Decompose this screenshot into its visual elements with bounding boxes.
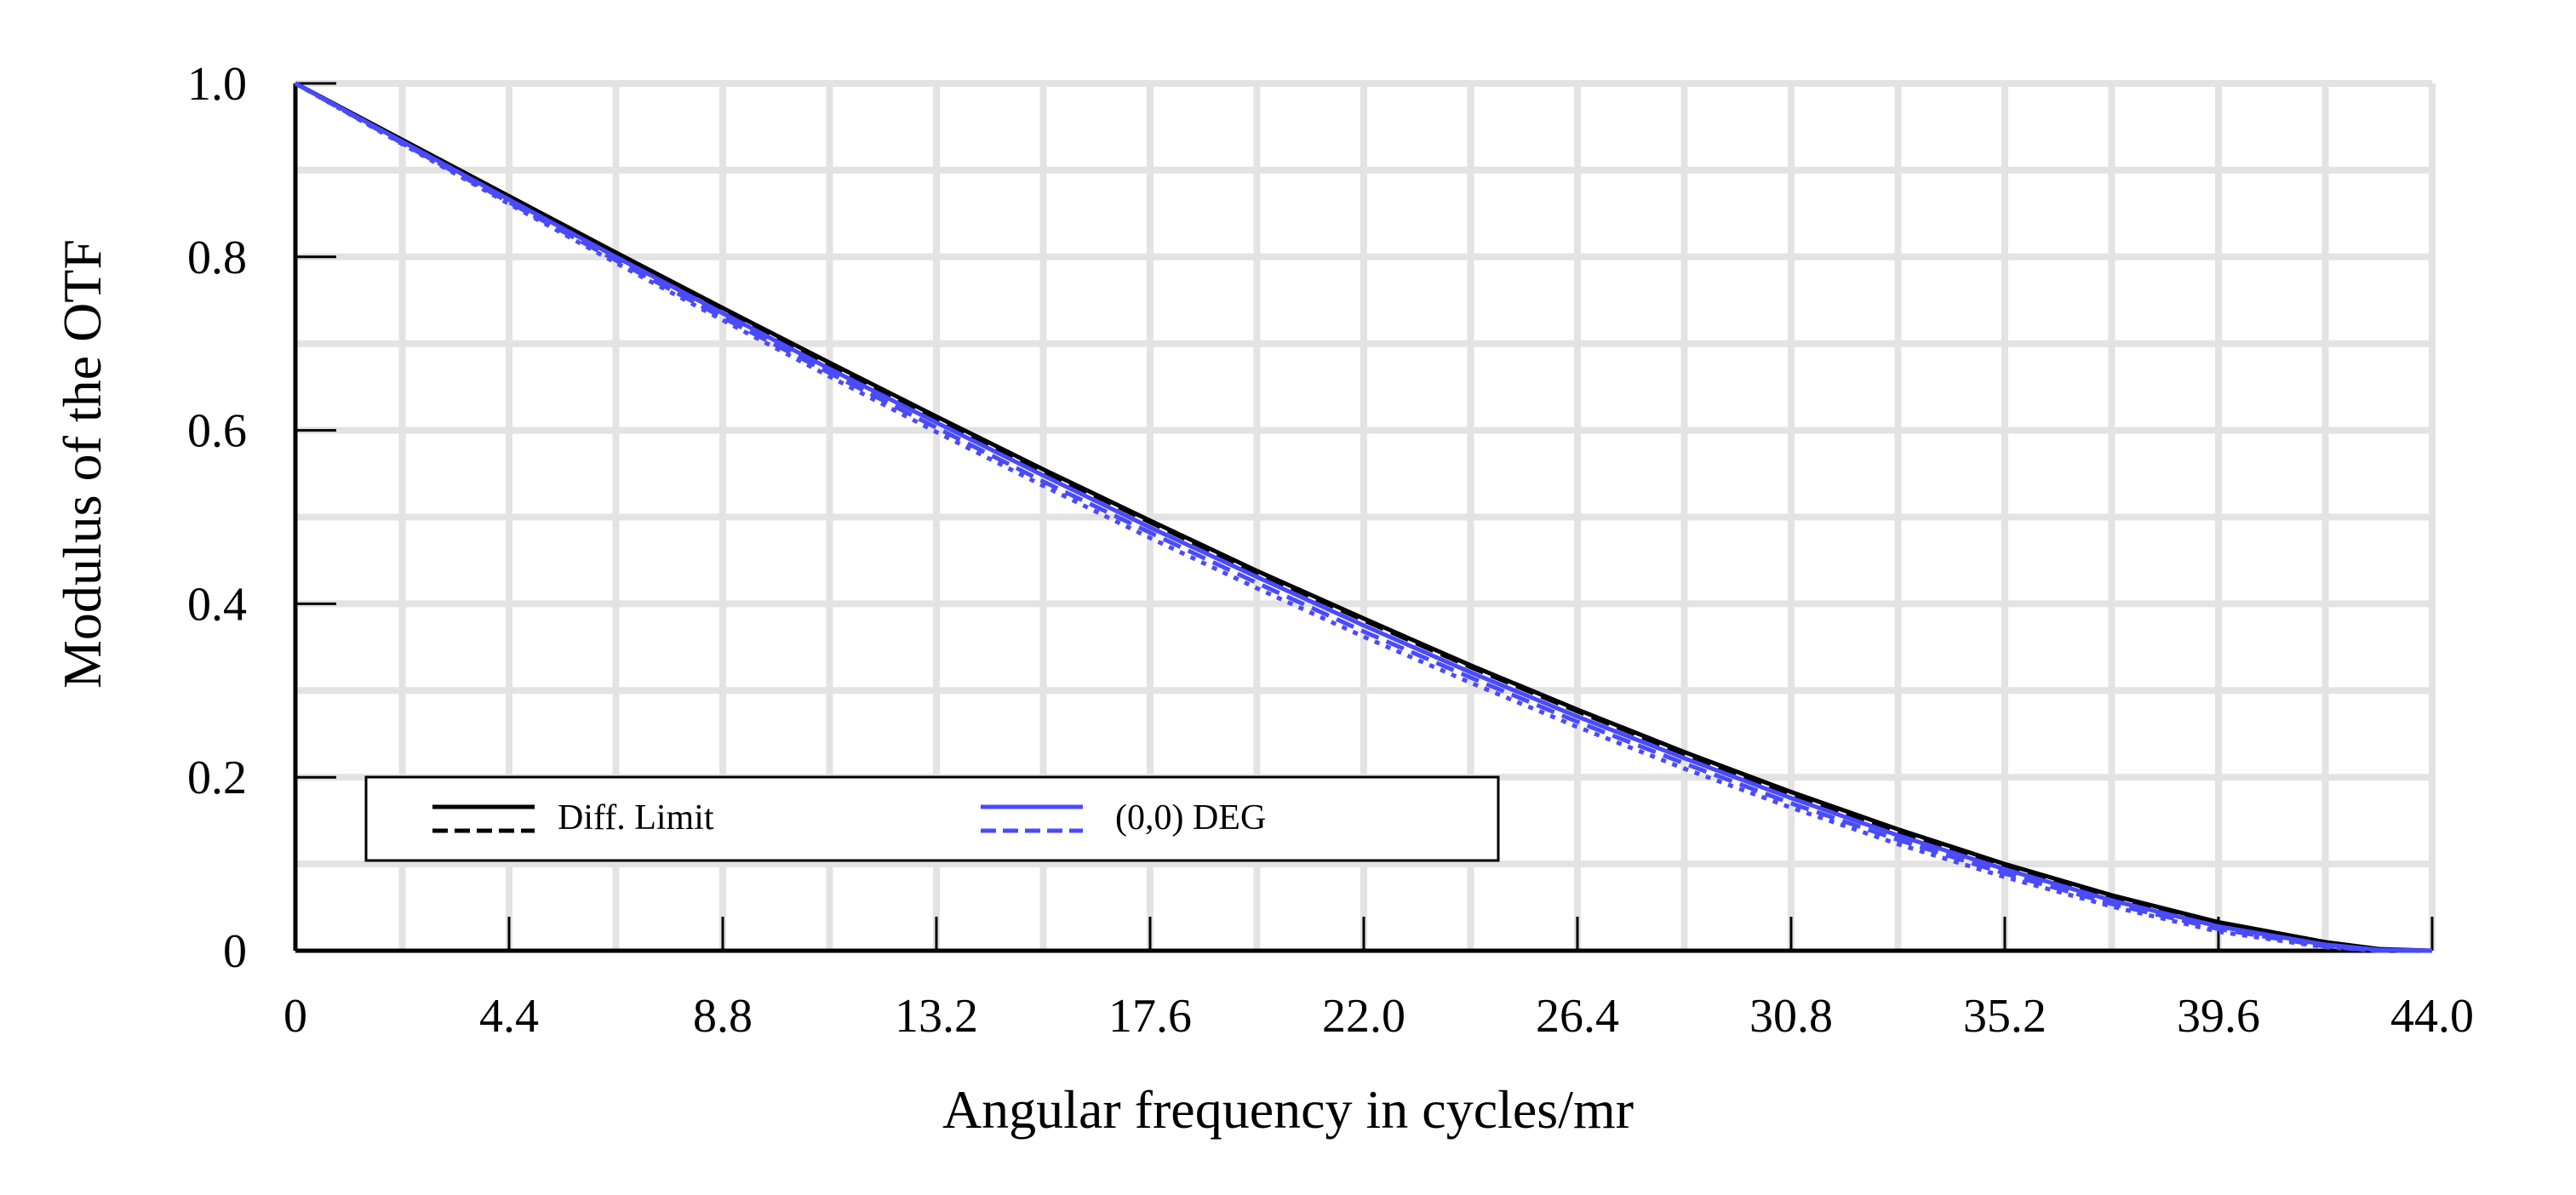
axes: [293, 82, 2434, 953]
x-tick-label: 4.4: [479, 990, 539, 1043]
y-tick-label: 0.6: [187, 405, 247, 458]
y-tick-label: 0.2: [187, 752, 247, 804]
y-tick-label: 0.8: [187, 232, 247, 284]
x-tick-label: 8.8: [693, 990, 753, 1043]
legend-label-diff-limit: Diff. Limit: [558, 798, 714, 838]
x-tick-label: 30.8: [1749, 990, 1833, 1043]
legend: Diff. Limit (0,0) DEG: [364, 775, 1500, 862]
y-tick-label: 0: [223, 925, 247, 978]
y-tick-label: 1.0: [187, 58, 247, 111]
legend-box: [364, 775, 1500, 862]
series-lines: [294, 81, 2433, 953]
series-line-2: [294, 81, 2433, 953]
x-tick-label: 44.0: [2390, 990, 2474, 1043]
series-line-3: [294, 81, 2432, 953]
x-axis-title: Angular frequency in cycles/mr: [942, 1079, 1634, 1140]
x-tick-label: 39.6: [2177, 990, 2260, 1043]
x-tick-label: 26.4: [1536, 990, 1619, 1043]
x-tick-label: 22.0: [1322, 990, 1405, 1043]
x-tick-label: 35.2: [1963, 990, 2046, 1043]
x-tick-label: 17.6: [1108, 990, 1192, 1043]
y-axis-title: Modulus of the OTF: [52, 239, 112, 689]
x-tick-label: 13.2: [895, 990, 978, 1043]
y-tick-label: 0.4: [187, 578, 247, 631]
y-tick-labels: 0 0.2 0.4 0.6 0.8 1.0: [187, 58, 247, 978]
series-line-4: [294, 81, 2432, 953]
legend-label-deg: (0,0) DEG: [1115, 798, 1266, 838]
x-tick-label: 0: [283, 990, 307, 1043]
x-tick-labels: 0 4.4 8.8 13.2 17.6 22.0 26.4 30.8 35.2 39.6 44.0: [283, 990, 2474, 1043]
series-line-1: [294, 81, 2433, 953]
